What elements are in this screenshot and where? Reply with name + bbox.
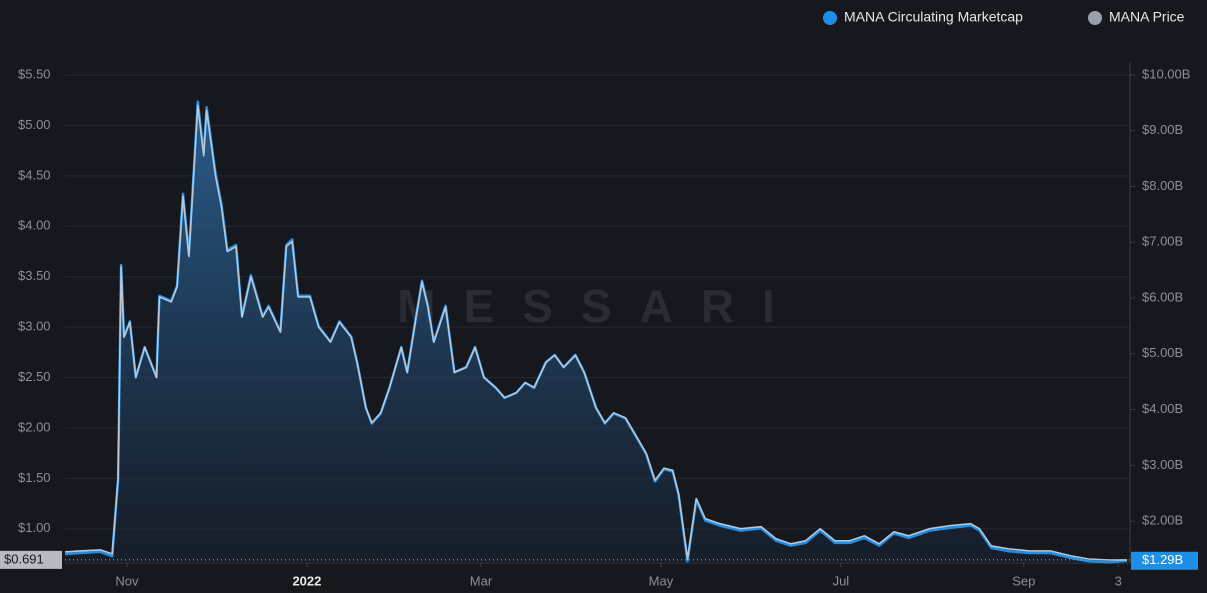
x-tick-label: 3 xyxy=(1115,573,1122,588)
y-tick-label: $4.50 xyxy=(18,167,51,182)
current-label: $1.29B xyxy=(1142,552,1183,567)
x-tick-label: Sep xyxy=(1012,573,1035,588)
legend-item: MANA Circulating Marketcap xyxy=(823,9,1023,25)
y-tick-label: $5.00 xyxy=(18,117,51,132)
x-tick-label: 2022 xyxy=(292,573,321,588)
y2-tick-label: $10.00B xyxy=(1142,66,1190,81)
watermark: MESSARI xyxy=(397,280,803,332)
current-label: $0.691 xyxy=(4,551,44,566)
y2-tick-label: $7.00B xyxy=(1142,234,1183,249)
legend: MANA Circulating Marketcap MANA Price xyxy=(823,9,1185,25)
y-tick-label: $1.00 xyxy=(18,520,51,535)
y-tick-label: $2.50 xyxy=(18,369,51,384)
current-badge xyxy=(1131,551,1198,570)
legend-swatch xyxy=(1088,11,1102,25)
legend-swatch xyxy=(823,11,837,25)
y2-tick-label: $4.00B xyxy=(1142,401,1183,416)
y2-tick-label: $8.00B xyxy=(1142,178,1183,193)
y-tick-label: $2.00 xyxy=(18,419,51,434)
y2-tick-label: $2.00B xyxy=(1142,513,1183,528)
y2-tick-label: $9.00B xyxy=(1142,122,1183,137)
legend-item: MANA Price xyxy=(1088,9,1185,25)
series-line xyxy=(64,104,1128,561)
x-tick-label: Mar xyxy=(470,573,493,588)
area xyxy=(65,101,1127,563)
legend-label: MANA Price xyxy=(1109,9,1185,25)
x-tick-label: Jul xyxy=(833,573,850,588)
y-tick-label: $5.50 xyxy=(18,67,51,82)
y-tick-label: $3.00 xyxy=(18,319,51,334)
x-tick-label: Nov xyxy=(115,573,139,588)
y-tick-label: $1.50 xyxy=(18,470,51,485)
y-tick-label: $3.50 xyxy=(18,268,51,283)
y2-tick-label: $3.00B xyxy=(1142,457,1183,472)
legend-label: MANA Circulating Marketcap xyxy=(844,9,1023,25)
y-tick-label: $4.00 xyxy=(18,218,51,233)
y2-tick-label: $5.00B xyxy=(1142,345,1183,360)
current-badge xyxy=(0,550,62,569)
y2-tick-label: $6.00B xyxy=(1142,289,1183,304)
x-tick-label: May xyxy=(649,573,674,588)
